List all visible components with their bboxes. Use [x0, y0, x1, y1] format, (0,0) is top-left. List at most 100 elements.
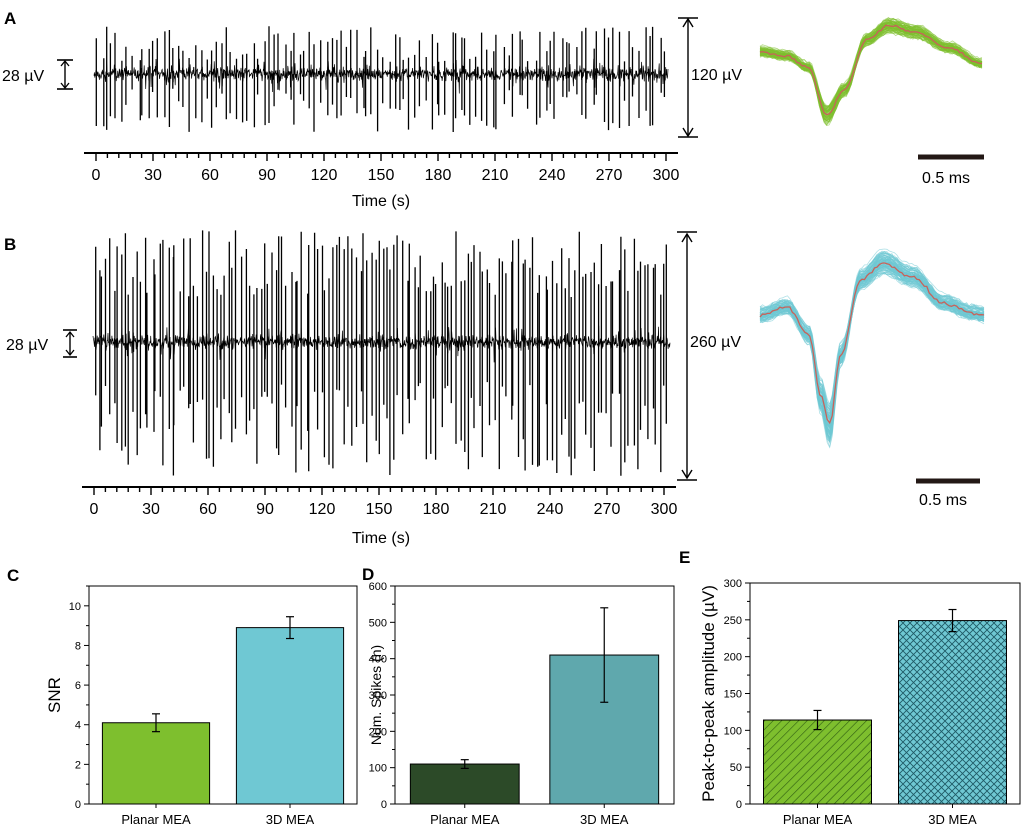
spike-lines: [95, 26, 666, 132]
waveform-trace: [759, 28, 983, 107]
waveform-trace: [760, 257, 985, 443]
waveform-trace: [759, 260, 985, 428]
y-axis-label: Num. Spikes (n): [368, 645, 384, 745]
waveform-trace: [760, 259, 985, 432]
plot-frame: [88, 585, 358, 805]
waveform-trace: [759, 252, 985, 441]
tick-label: 150: [368, 167, 395, 184]
waveform-trace: [759, 261, 985, 421]
waveform-trace: [759, 270, 985, 418]
baseline-scale-bar-a: [57, 59, 73, 90]
y-tick-label: 100: [724, 725, 742, 737]
bar-chart-e: 0 50 100 150 200 250 300 Peak-to-peak amplitude…: [699, 578, 1021, 825]
y-tick-label: 6: [75, 680, 81, 692]
waveform-trace: [759, 258, 985, 424]
baseline-scale-b: 28 µV: [6, 337, 48, 354]
time-scale-b: 0.5 ms: [919, 492, 967, 509]
y-tick-label: 200: [724, 652, 742, 664]
amp-scale-bar-b: [677, 231, 697, 481]
category-label: 3D MEA: [580, 812, 629, 825]
tick-label: 0: [90, 501, 99, 518]
tick-label: 90: [256, 501, 274, 518]
waveform-trace: [759, 265, 985, 430]
tick-label: 240: [537, 501, 564, 518]
waveform-trace: [759, 269, 985, 425]
waveform-trace: [759, 263, 984, 423]
y-tick-label: 10: [69, 601, 81, 613]
y-tick-label: 2: [75, 759, 81, 771]
waveform-trace: [759, 260, 985, 428]
waveform-trace: [759, 267, 985, 437]
waveform-trace: [759, 271, 985, 417]
time-scale-a: 0.5 ms: [922, 170, 970, 187]
waveform-trace: [759, 264, 985, 420]
tick-label: 0: [92, 167, 101, 184]
waveform-trace: [759, 267, 985, 409]
category-label: 3D MEA: [928, 812, 977, 825]
waveform-trace: [759, 259, 985, 428]
amp-scale-b: 260 µV: [690, 334, 741, 351]
waveform-trace: [759, 263, 985, 423]
spike-waveform-b: [759, 248, 985, 449]
waveform-trace: [759, 27, 983, 108]
waveform-trace: [759, 30, 983, 111]
panel-letter-a: A: [4, 9, 16, 28]
waveform-trace: [759, 270, 985, 428]
y-tick-label: 500: [369, 617, 387, 629]
waveform-trace: [759, 258, 985, 441]
panel-letter-c: C: [7, 566, 19, 585]
category-label: 3D MEA: [266, 812, 315, 825]
waveform-trace: [759, 262, 985, 420]
tick-label: 180: [423, 501, 450, 518]
waveform-trace: [760, 259, 985, 449]
waveform-trace: [759, 266, 985, 405]
y-tick-label: 150: [724, 689, 742, 701]
waveform-trace: [759, 265, 985, 412]
mean-waveform: [759, 262, 985, 425]
waveform-trace: [759, 29, 983, 111]
tick-label: 300: [651, 501, 678, 518]
spike-lines: [95, 230, 667, 476]
bar-chart-d: 0 100 200 300 400 500 600 Num. Spikes (n) Planar…: [368, 581, 675, 825]
amp-scale-a: 120 µV: [691, 67, 742, 84]
spike-waveform-a: [759, 16, 983, 126]
y-tick-label: 100: [369, 763, 387, 775]
waveform-trace: [759, 258, 985, 433]
waveform-trace: [759, 260, 985, 430]
tick-label: 210: [480, 501, 507, 518]
y-tick-label: 8: [75, 640, 81, 652]
amp-scale-bar-a: [678, 17, 698, 138]
trace-b: [92, 230, 671, 476]
waveform-trace: [759, 266, 985, 429]
waveform-trace: [759, 260, 985, 449]
panel-letter-d: D: [362, 565, 374, 584]
waveform-trace: [759, 263, 985, 437]
waveform-trace: [759, 261, 985, 410]
waveform-trace: [759, 25, 983, 111]
y-tick-label: 250: [724, 615, 742, 627]
waveform-trace: [759, 268, 985, 417]
waveform-trace: [759, 260, 985, 427]
bar-chart-c: 0 2 4 6 8 10 SNR Planar MEA 3D MEA: [45, 585, 358, 825]
waveform-trace: [759, 251, 985, 434]
waveform-trace: [759, 267, 985, 434]
waveform-trace: [759, 20, 983, 121]
waveform-trace: [759, 258, 985, 436]
mean-waveform: [759, 24, 983, 116]
waveform-trace: [759, 258, 985, 442]
waveform-trace: [759, 264, 985, 421]
waveform-trace: [759, 266, 985, 412]
waveform-trace: [759, 268, 985, 411]
waveform-trace: [759, 269, 985, 415]
tick-label: 90: [258, 167, 276, 184]
tick-label: 300: [653, 167, 680, 184]
baseline-scale-bar-b: [63, 329, 77, 358]
bar: [235, 627, 345, 805]
waveform-trace: [759, 248, 985, 430]
waveform-trace: [759, 266, 985, 430]
bar: [763, 719, 872, 805]
trace-a: [93, 26, 669, 132]
waveform-trace: [759, 258, 985, 440]
y-tick-label: 600: [369, 581, 387, 593]
